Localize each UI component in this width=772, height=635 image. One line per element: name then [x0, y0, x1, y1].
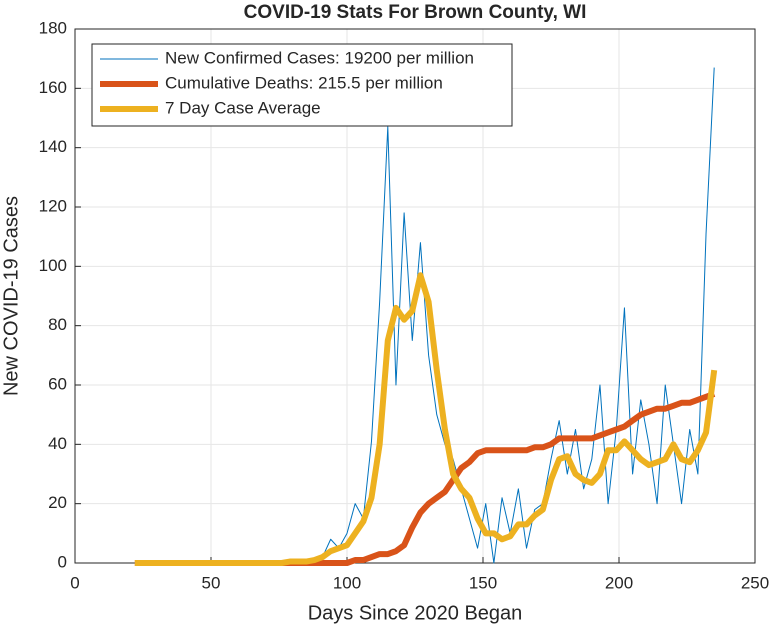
x-tick-label: 100: [333, 573, 361, 592]
axes-box: [74, 28, 756, 564]
legend-label: Cumulative Deaths: 215.5 per million: [165, 73, 443, 92]
series-line: [134, 272, 718, 566]
legend-label: New Confirmed Cases: 19200 per million: [165, 48, 474, 67]
y-tick-label: 40: [48, 434, 67, 453]
legend: New Confirmed Cases: 19200 per million Cu…: [91, 43, 513, 127]
legend-label: 7 Day Case Average: [165, 98, 321, 117]
y-tick-label: 60: [48, 374, 67, 393]
x-tick-label: 250: [741, 573, 769, 592]
x-tick-label: 0: [70, 573, 79, 592]
y-tick-label: 20: [48, 493, 67, 512]
x-axis-label: Days Since 2020 Began: [308, 602, 523, 624]
y-axis-label: New COVID-19 Cases: [0, 196, 22, 396]
y-tick-label: 160: [39, 78, 67, 97]
y-tick-label: 120: [39, 196, 67, 215]
y-tick-label: 140: [39, 137, 67, 156]
y-tick-label: 80: [48, 315, 67, 334]
chart-title: COVID-19 Stats For Brown County, WI: [244, 2, 587, 23]
x-tick-label: 200: [605, 573, 633, 592]
y-tick-label: 180: [39, 18, 67, 37]
x-tick-label: 150: [469, 573, 497, 592]
y-tick-label: 100: [39, 256, 67, 275]
y-tick-label: 0: [58, 552, 67, 571]
legend-box: [91, 43, 513, 127]
x-tick-label: 50: [202, 573, 221, 592]
